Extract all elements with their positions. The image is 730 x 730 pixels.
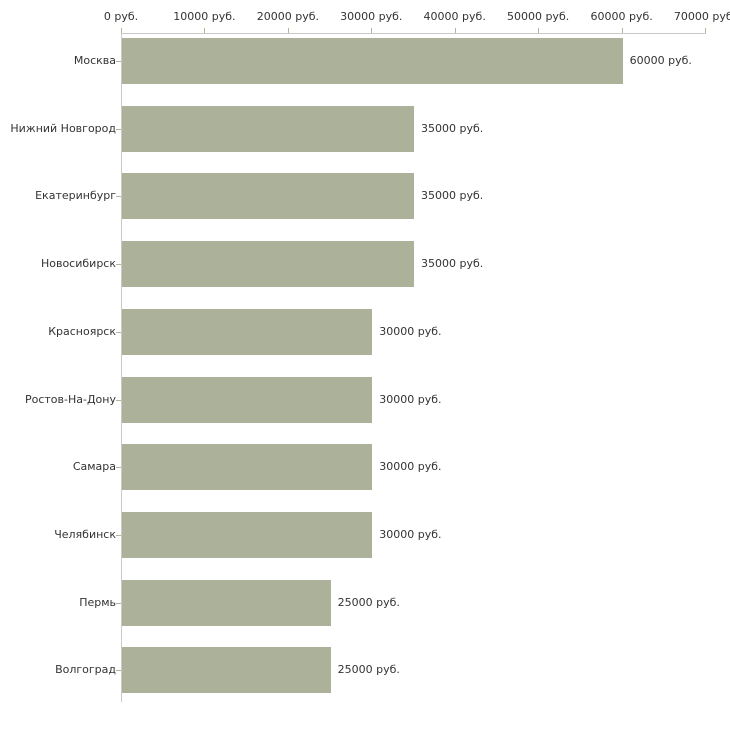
category-label: Красноярск — [48, 324, 116, 338]
x-axis-line — [121, 33, 706, 34]
category-label: Пермь — [79, 595, 116, 609]
bar — [122, 512, 373, 558]
x-axis-tick-label: 60000 руб. — [590, 10, 653, 23]
bar-value-label: 25000 руб. — [337, 595, 400, 609]
bar — [122, 376, 373, 423]
bar — [122, 308, 373, 355]
bar-value-label: 25000 руб. — [337, 663, 400, 677]
category-label: Новосибирск — [40, 257, 116, 271]
bar-value-label: 30000 руб. — [379, 528, 442, 541]
x-axis-tick-label: 20000 руб. — [256, 10, 320, 23]
y-axis-tick — [116, 128, 121, 130]
bar — [122, 173, 414, 220]
x-axis-tick-label: 0 руб. — [103, 10, 139, 23]
y-axis-tick — [116, 331, 121, 333]
x-axis-tick-label: 10000 руб. — [173, 10, 236, 23]
y-axis-tick — [116, 196, 121, 198]
x-axis-tick — [121, 28, 122, 33]
bar — [122, 444, 373, 491]
y-axis-tick — [116, 61, 121, 62]
bar — [122, 38, 623, 84]
bar-value-label: 30000 руб. — [379, 324, 442, 338]
category-label: Челябинск — [54, 528, 116, 541]
x-axis-tick — [538, 28, 540, 33]
x-axis-tick-label: 70000 руб. — [673, 10, 730, 23]
y-axis-line — [121, 33, 122, 702]
x-axis-tick-label: 40000 руб. — [423, 10, 486, 23]
y-axis-tick — [116, 670, 121, 672]
x-axis-tick — [204, 28, 206, 33]
x-axis-tick — [705, 28, 706, 33]
bar — [122, 241, 414, 288]
y-axis-tick — [116, 535, 121, 536]
category-label: Ростов-На-Дону — [24, 392, 116, 406]
bar-value-label: 30000 руб. — [379, 392, 442, 406]
bar-value-label: 35000 руб. — [421, 121, 484, 135]
bar — [122, 579, 331, 626]
y-axis-tick — [116, 602, 121, 604]
bar — [122, 647, 331, 694]
x-axis-tick-label: 50000 руб. — [506, 10, 570, 23]
bar-value-label: 35000 руб. — [421, 257, 484, 271]
x-axis-tick — [621, 28, 623, 33]
x-axis-tick — [287, 28, 289, 33]
y-axis-tick — [116, 264, 121, 266]
y-axis-tick — [116, 399, 121, 401]
x-axis-tick — [454, 28, 456, 33]
bar-value-label: 35000 руб. — [421, 189, 484, 203]
category-label: Москва — [73, 54, 116, 67]
category-label: Самара — [72, 460, 116, 474]
bar-value-label: 60000 руб. — [629, 54, 692, 67]
category-label: Волгоград — [55, 663, 116, 677]
bar — [122, 105, 414, 152]
category-label: Екатеринбург — [35, 189, 116, 203]
bar-value-label: 30000 руб. — [379, 460, 442, 474]
x-axis-tick-label: 30000 руб. — [340, 10, 403, 23]
x-axis-tick — [371, 28, 373, 33]
y-axis-tick — [116, 467, 121, 469]
category-label: Нижний Новгород — [10, 121, 116, 135]
